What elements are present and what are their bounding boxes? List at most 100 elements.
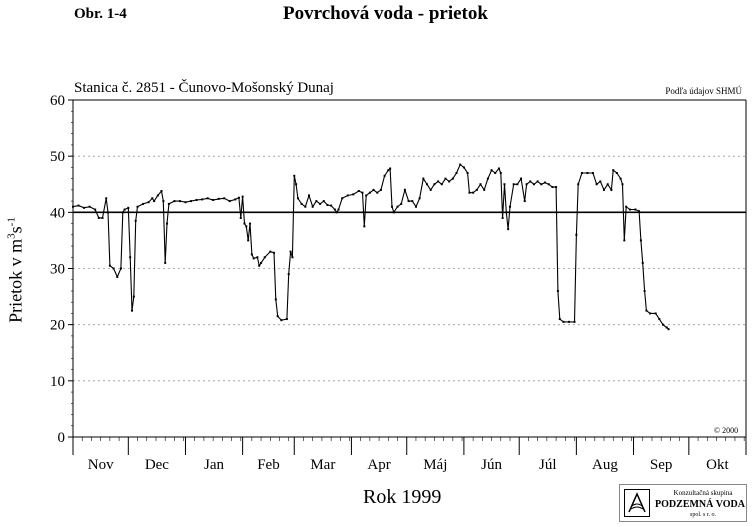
data-point-82 — [352, 193, 355, 196]
data-point-4 — [94, 208, 97, 211]
data-point-41 — [228, 200, 231, 203]
data-point-20 — [136, 205, 139, 208]
data-point-68 — [300, 202, 303, 205]
data-point-176 — [665, 326, 668, 329]
data-point-8 — [107, 211, 110, 214]
data-point-104 — [426, 183, 429, 186]
data-point-89 — [376, 191, 379, 194]
x-tick-label-Júl: Júl — [539, 457, 557, 473]
data-point-55 — [263, 256, 266, 259]
data-point-109 — [444, 177, 447, 180]
data-point-2 — [83, 206, 86, 209]
data-point-122 — [490, 169, 493, 172]
data-point-106 — [433, 183, 436, 186]
data-point-141 — [547, 183, 550, 186]
x-tick-label-Mar: Mar — [310, 457, 335, 473]
data-point-111 — [451, 177, 454, 180]
data-point-95 — [392, 211, 395, 214]
data-point-10 — [112, 267, 115, 270]
data-point-72 — [315, 200, 318, 203]
data-point-151 — [580, 172, 583, 175]
data-point-162 — [621, 183, 624, 186]
data-point-158 — [610, 188, 613, 191]
data-point-47 — [245, 225, 248, 228]
data-point-101 — [414, 205, 417, 208]
data-point-73 — [319, 202, 322, 205]
data-point-6 — [101, 216, 104, 219]
data-point-135 — [525, 183, 528, 186]
data-point-52 — [256, 256, 259, 259]
data-point-102 — [418, 197, 421, 200]
data-point-146 — [562, 320, 565, 323]
data-point-125 — [499, 172, 502, 175]
y-tick-label-30: 30 — [50, 262, 65, 278]
data-point-116 — [468, 191, 471, 194]
y-axis-title: Prietok v m3s-1 — [5, 217, 26, 323]
source-note: Podľa údajov SHMÚ — [665, 86, 742, 96]
data-point-67 — [296, 197, 299, 200]
data-point-96 — [396, 205, 399, 208]
data-point-117 — [472, 191, 475, 194]
x-tick-label-Sep: Sep — [650, 457, 673, 473]
data-point-148 — [573, 320, 576, 323]
company-logo: Konzultačná skupina PODZEMNÁ VODA spol. … — [619, 484, 747, 522]
data-point-60 — [280, 319, 283, 322]
data-point-23 — [151, 197, 154, 200]
data-point-84 — [361, 191, 364, 194]
x-tick-label-Jan: Jan — [204, 457, 224, 473]
logo-line-3: spol. s r. o. — [689, 512, 716, 518]
data-point-137 — [532, 183, 535, 186]
data-point-76 — [330, 204, 333, 207]
data-point-63 — [289, 250, 292, 253]
data-point-13 — [121, 211, 124, 214]
data-point-114 — [462, 166, 465, 169]
data-point-65 — [293, 174, 296, 177]
data-point-166 — [634, 208, 637, 211]
data-point-159 — [612, 169, 615, 172]
data-point-144 — [556, 289, 559, 292]
gridlines — [73, 155, 746, 382]
data-point-152 — [586, 172, 589, 175]
data-point-42 — [234, 198, 237, 201]
data-point-156 — [603, 188, 606, 191]
data-point-173 — [654, 312, 657, 315]
data-point-139 — [540, 183, 543, 186]
data-point-165 — [628, 208, 631, 211]
data-point-40 — [223, 197, 226, 200]
data-point-32 — [178, 200, 181, 203]
data-point-17 — [131, 309, 134, 312]
data-point-145 — [558, 318, 561, 321]
data-point-103 — [422, 177, 425, 180]
data-point-53 — [258, 264, 261, 267]
data-point-142 — [551, 186, 554, 189]
x-tick-label-Máj: Máj — [423, 457, 447, 473]
figure-label: Obr. 1-4 — [74, 6, 127, 22]
data-point-78 — [335, 211, 338, 214]
data-point-49 — [249, 222, 252, 225]
data-point-130 — [508, 205, 511, 208]
x-axis: Nov Dec Jan Feb Mar Apr Máj Jún Júl Aug Sep Okt — [72, 437, 747, 473]
data-point-175 — [662, 323, 665, 326]
data-point-121 — [486, 177, 489, 180]
data-point-155 — [599, 180, 602, 183]
data-point-163 — [623, 239, 626, 242]
data-point-22 — [147, 201, 150, 204]
data-point-161 — [619, 177, 622, 180]
data-point-153 — [591, 172, 594, 175]
data-point-110 — [448, 180, 451, 183]
data-point-79 — [337, 208, 340, 211]
data-point-7 — [105, 197, 108, 200]
data-point-164 — [625, 205, 628, 208]
data-point-85 — [363, 225, 366, 228]
data-point-83 — [357, 189, 360, 192]
x-tick-label-Aug: Aug — [592, 457, 618, 473]
series-points — [72, 163, 670, 331]
data-point-128 — [505, 211, 508, 214]
data-point-38 — [212, 198, 215, 201]
data-point-59 — [276, 315, 279, 318]
data-point-126 — [501, 216, 504, 219]
data-point-113 — [459, 163, 462, 166]
data-point-75 — [326, 204, 329, 207]
data-point-86 — [365, 194, 368, 197]
data-point-31 — [173, 200, 176, 203]
